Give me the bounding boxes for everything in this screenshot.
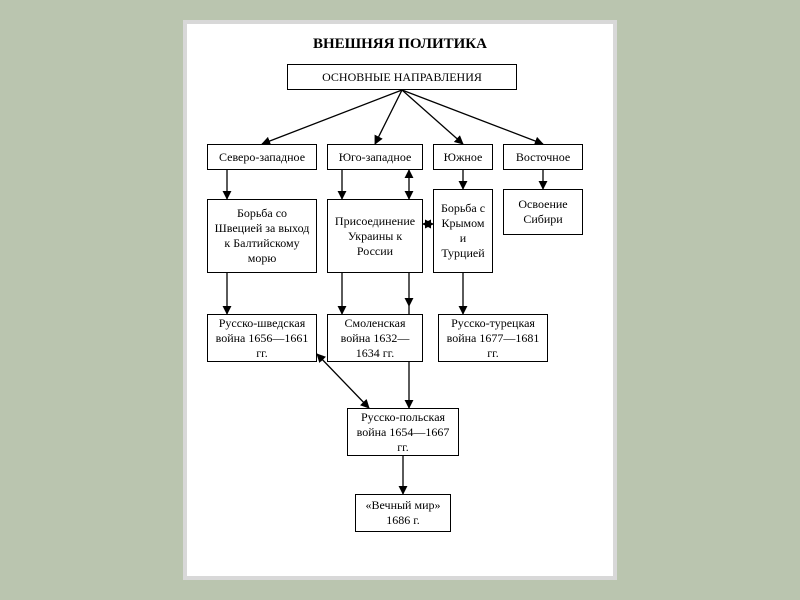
node-label: «Вечный мир» 1686 г.: [360, 498, 446, 528]
diagram-sheet: ВНЕШНЯЯ ПОЛИТИКА ОСНОВНЫЕ НАПРАВЛЕНИЯ Се…: [183, 20, 617, 580]
node-label: Юго-западное: [339, 150, 412, 165]
node-russo-swedish-war: Русско-шведская война 1656—1661 гг.: [207, 314, 317, 362]
node-northwest: Северо-западное: [207, 144, 317, 170]
node-label: Южное: [444, 150, 483, 165]
node-russo-turkish-war: Русско-турецкая война 1677—1681 гг.: [438, 314, 548, 362]
node-label: ОСНОВНЫЕ НАПРАВЛЕНИЯ: [322, 70, 482, 85]
node-label: Русско-шведская война 1656—1661 гг.: [212, 316, 312, 361]
node-label: Борьба со Швецией за выход к Балтийскому…: [212, 206, 312, 266]
node-root: ОСНОВНЫЕ НАПРАВЛЕНИЯ: [287, 64, 517, 90]
node-label: Восточное: [516, 150, 570, 165]
node-east: Восточное: [503, 144, 583, 170]
node-south-detail: Борьба с Крымом и Турцией: [433, 189, 493, 273]
node-label: Борьба с Крымом и Турцией: [438, 201, 488, 261]
node-label: Смоленская война 1632—1634 гг.: [332, 316, 418, 361]
node-russo-polish-war: Русско-польская война 1654—1667 гг.: [347, 408, 459, 456]
node-east-detail: Освоение Сибири: [503, 189, 583, 235]
node-label: Русско-польская война 1654—1667 гг.: [352, 410, 454, 455]
node-eternal-peace: «Вечный мир» 1686 г.: [355, 494, 451, 532]
diagram-canvas: ВНЕШНЯЯ ПОЛИТИКА ОСНОВНЫЕ НАПРАВЛЕНИЯ Се…: [187, 24, 613, 576]
node-smolensk-war: Смоленская война 1632—1634 гг.: [327, 314, 423, 362]
node-label: Русско-турецкая война 1677—1681 гг.: [443, 316, 543, 361]
node-southwest: Юго-западное: [327, 144, 423, 170]
node-northwest-detail: Борьба со Швецией за выход к Балтийскому…: [207, 199, 317, 273]
node-label: Освоение Сибири: [508, 197, 578, 227]
node-southwest-detail: Присоединение Украины к России: [327, 199, 423, 273]
node-label: Присоединение Украины к России: [332, 214, 418, 259]
node-south: Южное: [433, 144, 493, 170]
node-label: Северо-западное: [219, 150, 305, 165]
